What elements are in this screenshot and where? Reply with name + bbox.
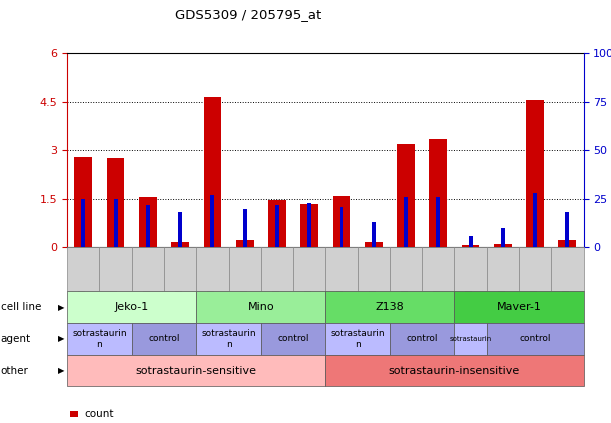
- Bar: [365, 242, 382, 247]
- Bar: [462, 245, 480, 247]
- Bar: [81, 199, 86, 247]
- Text: count: count: [84, 409, 114, 419]
- Bar: [469, 236, 472, 247]
- Text: ▶: ▶: [57, 366, 64, 375]
- Bar: [203, 97, 221, 247]
- Text: ▶: ▶: [57, 334, 64, 343]
- Bar: [236, 240, 254, 247]
- Text: sotrastaurin
n: sotrastaurin n: [201, 329, 256, 349]
- Bar: [526, 100, 544, 247]
- Bar: [210, 195, 214, 247]
- Bar: [533, 193, 537, 247]
- Text: control: control: [406, 334, 438, 343]
- Bar: [494, 244, 511, 247]
- Bar: [372, 222, 376, 247]
- Text: cell line: cell line: [1, 302, 41, 312]
- Text: Mino: Mino: [247, 302, 274, 312]
- Bar: [75, 157, 92, 247]
- Bar: [146, 205, 150, 247]
- Bar: [114, 199, 117, 247]
- Bar: [397, 144, 415, 247]
- Bar: [301, 204, 318, 247]
- Bar: [107, 158, 125, 247]
- Text: control: control: [277, 334, 309, 343]
- Text: sotrastaurin
n: sotrastaurin n: [72, 329, 127, 349]
- Bar: [178, 212, 182, 247]
- Bar: [171, 242, 189, 247]
- Text: sotrastaurin-sensitive: sotrastaurin-sensitive: [136, 365, 257, 376]
- Text: Jeko-1: Jeko-1: [115, 302, 149, 312]
- Bar: [501, 228, 505, 247]
- Text: sotrastaurin-insensitive: sotrastaurin-insensitive: [389, 365, 520, 376]
- Bar: [558, 240, 576, 247]
- Bar: [340, 206, 343, 247]
- Text: sotrastaurin
n: sotrastaurin n: [331, 329, 385, 349]
- Text: other: other: [1, 365, 29, 376]
- Bar: [430, 139, 447, 247]
- Text: ▶: ▶: [57, 302, 64, 312]
- Bar: [275, 205, 279, 247]
- Text: control: control: [148, 334, 180, 343]
- Text: GDS5309 / 205795_at: GDS5309 / 205795_at: [175, 8, 321, 22]
- Bar: [307, 203, 311, 247]
- Text: Z138: Z138: [376, 302, 404, 312]
- Bar: [243, 209, 247, 247]
- Bar: [332, 195, 350, 247]
- Bar: [436, 197, 441, 247]
- Bar: [404, 197, 408, 247]
- Text: agent: agent: [1, 334, 31, 344]
- Text: Maver-1: Maver-1: [497, 302, 541, 312]
- Bar: [268, 201, 286, 247]
- Bar: [139, 197, 157, 247]
- Text: control: control: [519, 334, 551, 343]
- Bar: [565, 212, 569, 247]
- Text: sotrastaurin: sotrastaurin: [450, 336, 492, 342]
